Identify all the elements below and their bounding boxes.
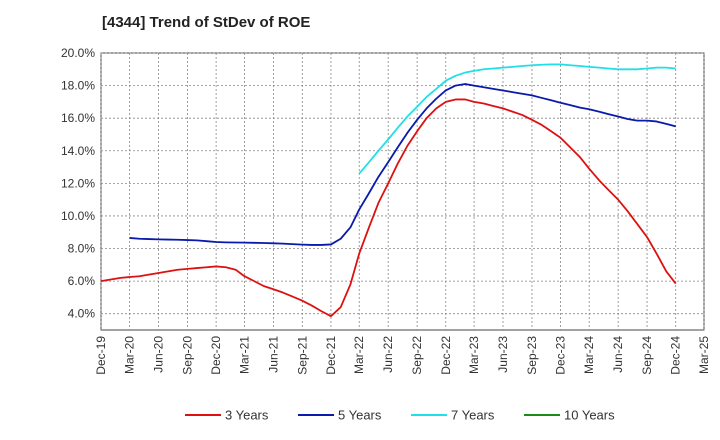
x-tick-label: Mar-25 <box>697 336 711 374</box>
x-tick-label: Mar-22 <box>352 336 366 374</box>
y-tick-label: 16.0% <box>61 111 95 125</box>
y-tick-label: 14.0% <box>61 144 95 158</box>
y-tick-label: 12.0% <box>61 176 95 190</box>
x-tick-label: Dec-23 <box>554 336 568 375</box>
x-tick-label: Sep-24 <box>640 336 654 375</box>
legend: 3 Years 5 Years 7 Years 10 Years <box>185 408 615 423</box>
series-line-5-years <box>129 83 676 246</box>
legend-label: 3 Years <box>225 408 269 423</box>
plot-area <box>100 52 705 331</box>
x-tick-label: Dec-20 <box>209 336 223 375</box>
x-tick-label: Dec-19 <box>94 336 108 375</box>
y-tick-label: 4.0% <box>68 307 96 321</box>
x-tick-label: Jun-23 <box>496 336 510 373</box>
x-tick-label: Dec-24 <box>669 336 683 375</box>
x-tick-label: Jun-22 <box>381 336 395 373</box>
legend-label: 10 Years <box>564 408 615 423</box>
chart-title: [4344] Trend of StDev of ROE <box>102 14 311 31</box>
x-tick-label: Jun-21 <box>266 336 280 373</box>
x-tick-label: Mar-24 <box>582 336 596 374</box>
x-tick-label: Jun-20 <box>152 336 166 373</box>
series-line-7-years <box>358 63 676 175</box>
x-tick-label: Sep-23 <box>525 336 539 375</box>
x-tick-label: Dec-22 <box>439 336 453 375</box>
x-tick-label: Mar-23 <box>467 336 481 374</box>
x-tick-label: Sep-22 <box>410 336 424 375</box>
axes: 4.0% 6.0% 8.0% 10.0% 12.0% 14.0% 16.0% 18.0% 20.… <box>61 46 711 375</box>
x-tick-label: Mar-21 <box>237 336 251 374</box>
legend-label: 5 Years <box>338 408 382 423</box>
x-tick-label: Sep-20 <box>181 336 195 375</box>
legend-label: 7 Years <box>451 408 495 423</box>
x-tick-label: Dec-21 <box>324 336 338 375</box>
x-tick-label: Mar-20 <box>123 336 137 374</box>
y-tick-label: 18.0% <box>61 79 95 93</box>
x-tick-label: Sep-21 <box>295 336 309 375</box>
y-tick-label: 10.0% <box>61 209 95 223</box>
y-tick-label: 20.0% <box>61 46 95 60</box>
y-tick-label: 6.0% <box>68 274 96 288</box>
x-tick-label: Jun-24 <box>611 336 625 373</box>
series-line-3-years <box>100 98 677 318</box>
series-lines <box>100 63 677 318</box>
grid-lines <box>100 52 705 331</box>
y-tick-label: 8.0% <box>68 242 96 256</box>
